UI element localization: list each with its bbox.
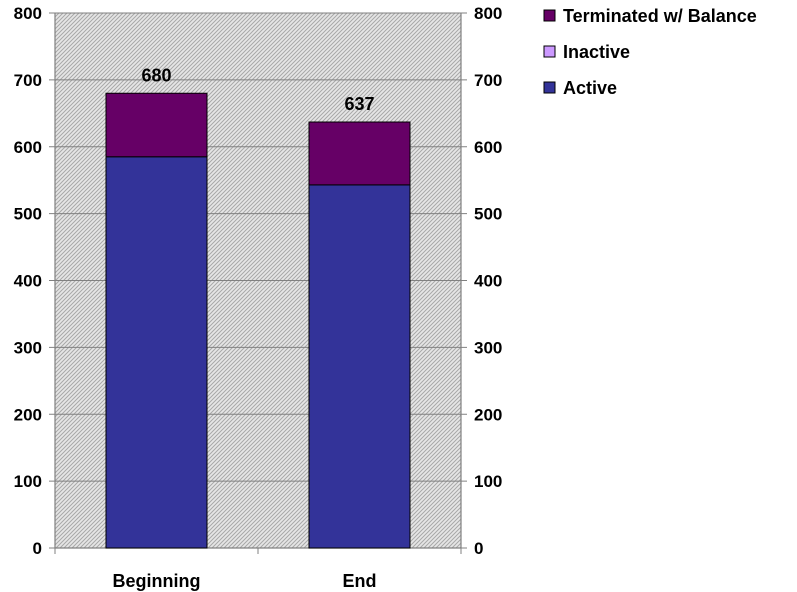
y-tick-label-right: 100 — [474, 472, 502, 491]
y-tick-label-right: 200 — [474, 405, 502, 424]
bar-active — [308, 184, 411, 549]
legend-label: Terminated w/ Balance — [563, 6, 757, 26]
bar-terminated-w-balance — [105, 92, 208, 158]
y-tick-label-right: 700 — [474, 71, 502, 90]
y-tick-label-right: 0 — [474, 539, 483, 558]
legend-swatch-inactive — [543, 45, 556, 58]
legend-swatch-terminated-w-balance — [543, 9, 556, 22]
y-tick-label-left: 0 — [33, 539, 42, 558]
data-label-total: 637 — [344, 94, 374, 114]
x-category-label: Beginning — [113, 571, 201, 591]
y-tick-label-right: 800 — [474, 4, 502, 23]
bar-terminated-w-balance — [308, 121, 411, 186]
y-tick-label-right: 500 — [474, 205, 502, 224]
y-tick-label-left: 200 — [14, 405, 42, 424]
y-tick-label-right: 400 — [474, 272, 502, 291]
y-tick-label-left: 800 — [14, 4, 42, 23]
y-tick-label-right: 600 — [474, 138, 502, 157]
data-label-total: 680 — [141, 65, 171, 85]
y-tick-label-left: 600 — [14, 138, 42, 157]
legend-label: Inactive — [563, 42, 630, 62]
y-tick-label-left: 100 — [14, 472, 42, 491]
y-tick-label-left: 400 — [14, 272, 42, 291]
legend-swatch-active — [543, 81, 556, 94]
y-tick-label-left: 700 — [14, 71, 42, 90]
x-category-label: End — [343, 571, 377, 591]
y-tick-label-left: 300 — [14, 338, 42, 357]
y-tick-label-left: 500 — [14, 205, 42, 224]
y-tick-label-right: 300 — [474, 338, 502, 357]
legend-label: Active — [563, 78, 617, 98]
bar-active — [105, 156, 208, 549]
